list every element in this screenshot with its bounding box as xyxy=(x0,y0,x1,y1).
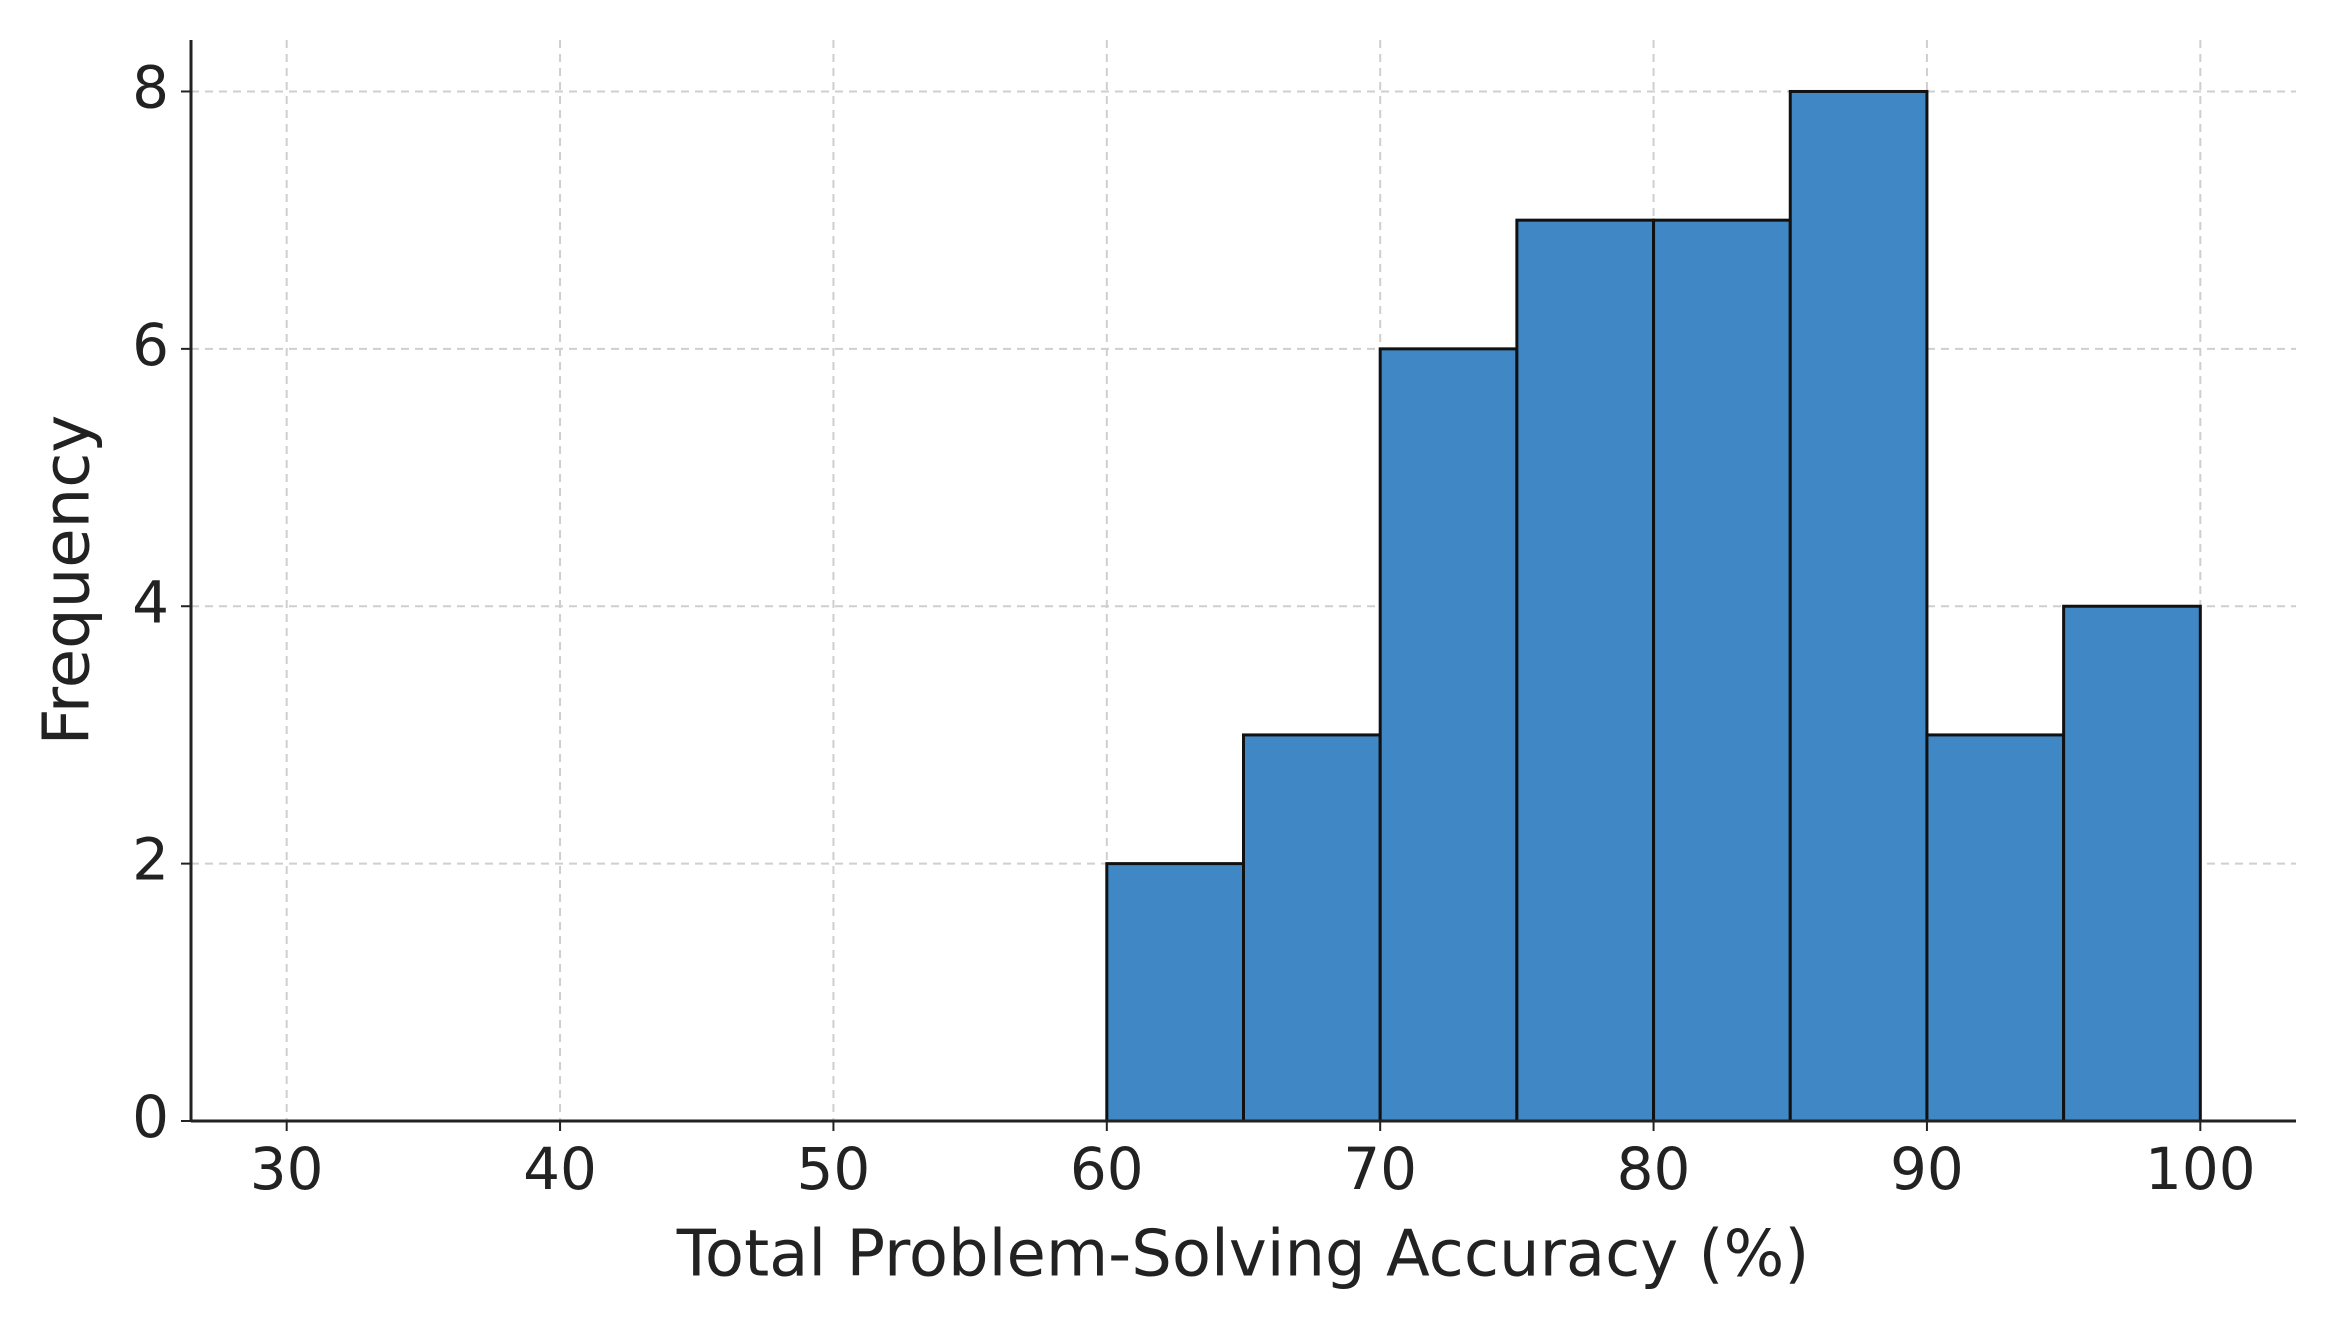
x-tick-label: 100 xyxy=(2145,1135,2256,1203)
x-axis-label: Total Problem-Solving Accuracy (%) xyxy=(676,1218,1810,1292)
x-tick-label: 30 xyxy=(250,1135,324,1203)
y-tick-label: 2 xyxy=(132,826,169,894)
bar xyxy=(2062,604,2202,1123)
bar xyxy=(1105,862,1245,1123)
bar xyxy=(1242,733,1382,1123)
x-tick-label: 40 xyxy=(523,1135,597,1203)
bar xyxy=(1925,733,2066,1123)
y-tick-label: 8 xyxy=(132,54,169,122)
bar xyxy=(1652,218,1792,1123)
x-tick-label: 80 xyxy=(1617,1135,1691,1203)
y-axis-label: Frequency xyxy=(31,415,105,746)
bar xyxy=(1378,347,1519,1123)
x-tick-label: 70 xyxy=(1343,1135,1417,1203)
bar xyxy=(1515,218,1656,1123)
x-tick-label: 60 xyxy=(1070,1135,1144,1203)
y-tick-label: 0 xyxy=(132,1083,169,1151)
y-tick-label: 6 xyxy=(132,311,169,379)
x-tick-label: 50 xyxy=(797,1135,871,1203)
y-tick-label: 4 xyxy=(132,568,169,636)
bar xyxy=(1788,89,1929,1123)
x-tick-label: 90 xyxy=(1890,1135,1964,1203)
